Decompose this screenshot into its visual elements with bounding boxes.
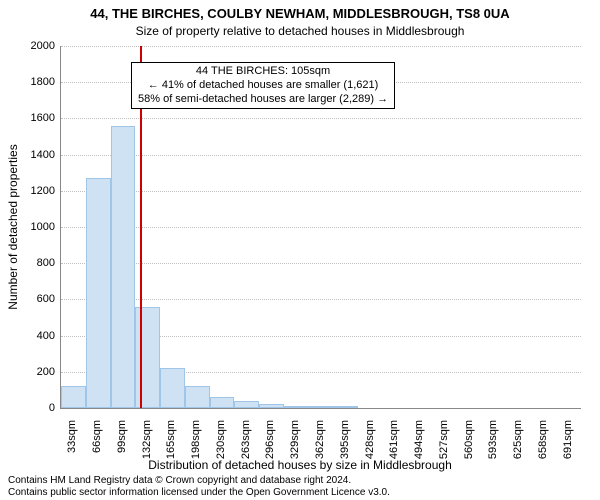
xtick-label: 494sqm: [413, 420, 425, 459]
ytick-label: 1400: [15, 149, 55, 161]
xtick-label: 625sqm: [512, 420, 524, 459]
ytick-label: 1800: [15, 76, 55, 88]
annotation-line2: ← 41% of detached houses are smaller (1,…: [138, 79, 388, 93]
ytick-label: 1200: [15, 185, 55, 197]
histogram-bar: [111, 126, 136, 408]
histogram-bar: [210, 397, 235, 408]
histogram-bar: [309, 406, 334, 408]
histogram-bar: [86, 178, 111, 408]
plot-area: 44 THE BIRCHES: 105sqm ← 41% of detached…: [60, 46, 581, 409]
footer: Contains HM Land Registry data © Crown c…: [8, 475, 390, 498]
footer-line1: Contains HM Land Registry data © Crown c…: [8, 475, 390, 487]
xtick-label: 263sqm: [240, 420, 252, 459]
histogram-bar: [61, 386, 86, 408]
histogram-chart: 44, THE BIRCHES, COULBY NEWHAM, MIDDLESB…: [0, 0, 600, 500]
xtick-label: 527sqm: [438, 420, 450, 459]
histogram-bar: [259, 404, 284, 408]
xtick-label: 329sqm: [289, 420, 301, 459]
ytick-label: 800: [15, 257, 55, 269]
annotation-line3: 58% of semi-detached houses are larger (…: [138, 93, 388, 107]
ytick-label: 1000: [15, 221, 55, 233]
ytick-label: 2000: [15, 40, 55, 52]
histogram-bar: [185, 386, 210, 408]
xtick-label: 593sqm: [487, 420, 499, 459]
histogram-bar: [234, 401, 259, 408]
xtick-label: 362sqm: [314, 420, 326, 459]
annotation-line1: 44 THE BIRCHES: 105sqm: [138, 65, 388, 79]
xtick-label: 33sqm: [66, 420, 78, 453]
ytick-label: 0: [15, 402, 55, 414]
xtick-label: 66sqm: [91, 420, 103, 453]
ytick-label: 600: [15, 293, 55, 305]
xtick-label: 165sqm: [165, 420, 177, 459]
annotation-box: 44 THE BIRCHES: 105sqm ← 41% of detached…: [131, 62, 395, 109]
chart-title: 44, THE BIRCHES, COULBY NEWHAM, MIDDLESB…: [0, 6, 600, 21]
xtick-label: 296sqm: [264, 420, 276, 459]
xtick-label: 658sqm: [537, 420, 549, 459]
x-axis-label: Distribution of detached houses by size …: [0, 458, 600, 472]
ytick-label: 200: [15, 366, 55, 378]
xtick-label: 461sqm: [388, 420, 400, 459]
histogram-bar: [284, 406, 309, 408]
ytick-label: 1600: [15, 112, 55, 124]
xtick-label: 691sqm: [562, 420, 574, 459]
xtick-label: 230sqm: [215, 420, 227, 459]
xtick-label: 560sqm: [463, 420, 475, 459]
xtick-label: 198sqm: [190, 420, 202, 459]
ytick-label: 400: [15, 330, 55, 342]
xtick-label: 99sqm: [116, 420, 128, 453]
chart-subtitle: Size of property relative to detached ho…: [0, 24, 600, 38]
footer-line2: Contains public sector information licen…: [8, 487, 390, 499]
xtick-label: 428sqm: [364, 420, 376, 459]
histogram-bar: [333, 406, 358, 408]
histogram-bar: [160, 368, 185, 408]
xtick-label: 395sqm: [339, 420, 351, 459]
xtick-label: 132sqm: [141, 420, 153, 459]
